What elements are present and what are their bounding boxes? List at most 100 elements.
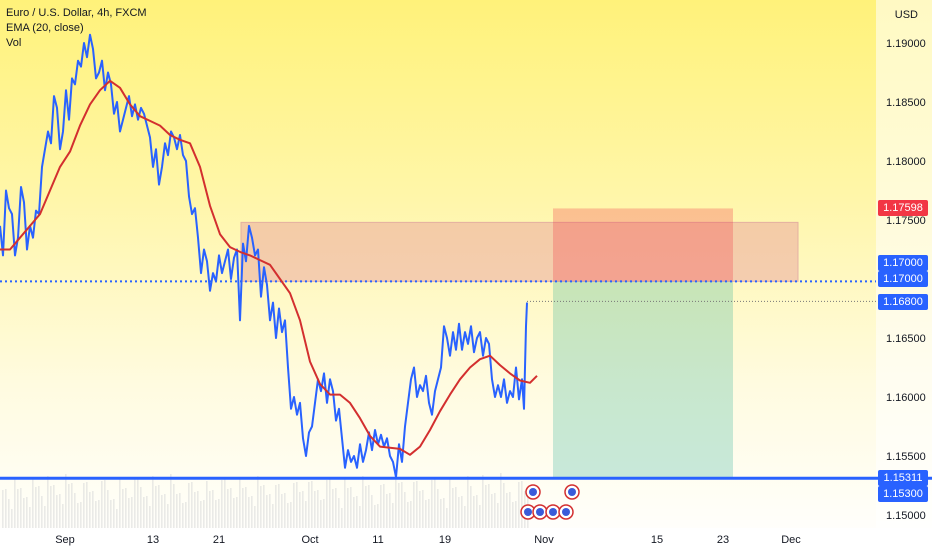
volume-indicator-label[interactable]: Vol [6,37,22,49]
volume-bar [251,496,253,528]
volume-bar [500,473,502,528]
volume-bar [398,483,400,528]
volume-bar [269,494,271,528]
y-tick-label: 1.15000 [886,510,926,522]
volume-bar [146,496,148,528]
volume-bar [479,505,481,528]
volume-bar [506,493,508,528]
volume-bar [173,484,175,528]
volume-bar [239,478,241,528]
volume-bar [98,500,100,528]
volume-bar [326,480,328,528]
ema-indicator-label[interactable]: EMA (20, close) [6,22,84,34]
volume-bar [143,497,145,528]
volume-bar [11,509,13,528]
volume-bar [182,503,184,528]
volume-bar [515,501,517,528]
volume-bar [299,492,301,528]
volume-bar [137,477,139,528]
volume-bar [344,478,346,528]
economic-event-flag-icon [562,508,570,516]
y-tick-label: 1.19000 [886,38,926,50]
volume-bar [290,502,292,528]
volume-bar [56,495,58,528]
volume-bar [188,483,190,528]
volume-bar [320,500,322,528]
volume-bar [281,494,283,528]
volume-bar [263,485,265,528]
volume-bar [296,482,298,528]
currency-label[interactable]: USD [894,9,918,21]
volume-bar [431,480,433,528]
x-tick-label: 11 [372,534,383,546]
volume-bar [410,501,412,528]
volume-bar [356,496,358,528]
volume-bar [8,499,10,528]
volume-bar [242,488,244,528]
last-price-label: 1.16800 [878,294,928,310]
dotted-line-price-label: 1.17000 [878,255,928,271]
volume-bar [449,478,451,528]
volume-bar [89,492,91,528]
support-price-label: 1.15311 [878,470,928,486]
volume-bar [485,485,487,528]
volume-bar [179,493,181,528]
volume-bar [164,494,166,528]
volume-bar [419,491,421,528]
volume-bar [248,497,250,528]
stop-price-label: 1.17598 [878,200,928,216]
volume-bar [119,479,121,528]
volume-bar [305,501,307,528]
volume-bar [455,487,457,528]
volume-bar [83,483,85,528]
volume-bar [335,488,337,528]
volume-bar [446,508,448,528]
x-tick-label: Nov [534,534,554,546]
x-tick-label: 19 [439,534,451,546]
volume-bar [134,478,136,528]
volume-bar [191,482,193,528]
volume-bar [218,499,220,528]
volume-bar [47,476,49,528]
volume-bar [365,486,367,528]
volume-bar [386,494,388,528]
volume-bar [140,487,142,528]
volume-bar [392,503,394,528]
volume-bar [233,498,235,528]
x-tick-label: Dec [781,534,801,546]
volume-bar [512,502,514,528]
volume-bar [518,482,520,528]
volume-bar [338,498,340,528]
volume-bar [44,506,46,528]
volume-bar [167,504,169,528]
volume-bar [374,505,376,528]
volume-bar [443,498,445,528]
volume-bar [332,489,334,528]
x-tick-label: Sep [55,534,75,546]
volume-bar [416,481,418,528]
volume-bar [272,504,274,528]
y-tick-label: 1.17500 [886,215,926,227]
x-tick-label: 13 [147,534,159,546]
volume-bar [158,485,160,528]
volume-bar [371,495,373,528]
volume-bar [350,487,352,528]
volume-bar [128,498,130,528]
y-tick-label: 1.18000 [886,156,926,168]
resistance-zone [240,221,799,282]
volume-bar [278,484,280,528]
volume-bar [26,497,28,528]
volume-bar [425,500,427,528]
volume-bar [41,496,43,528]
volume-bar [74,493,76,528]
volume-bar [401,482,403,528]
volume-bar [359,506,361,528]
volume-bar [254,506,256,528]
volume-bar [35,487,37,528]
volume-bar [212,490,214,528]
volume-bar [245,487,247,528]
symbol-title[interactable]: Euro / U.S. Dollar, 4h, FXCM [6,7,147,19]
volume-bar [20,488,22,528]
volume-bar [302,491,304,528]
